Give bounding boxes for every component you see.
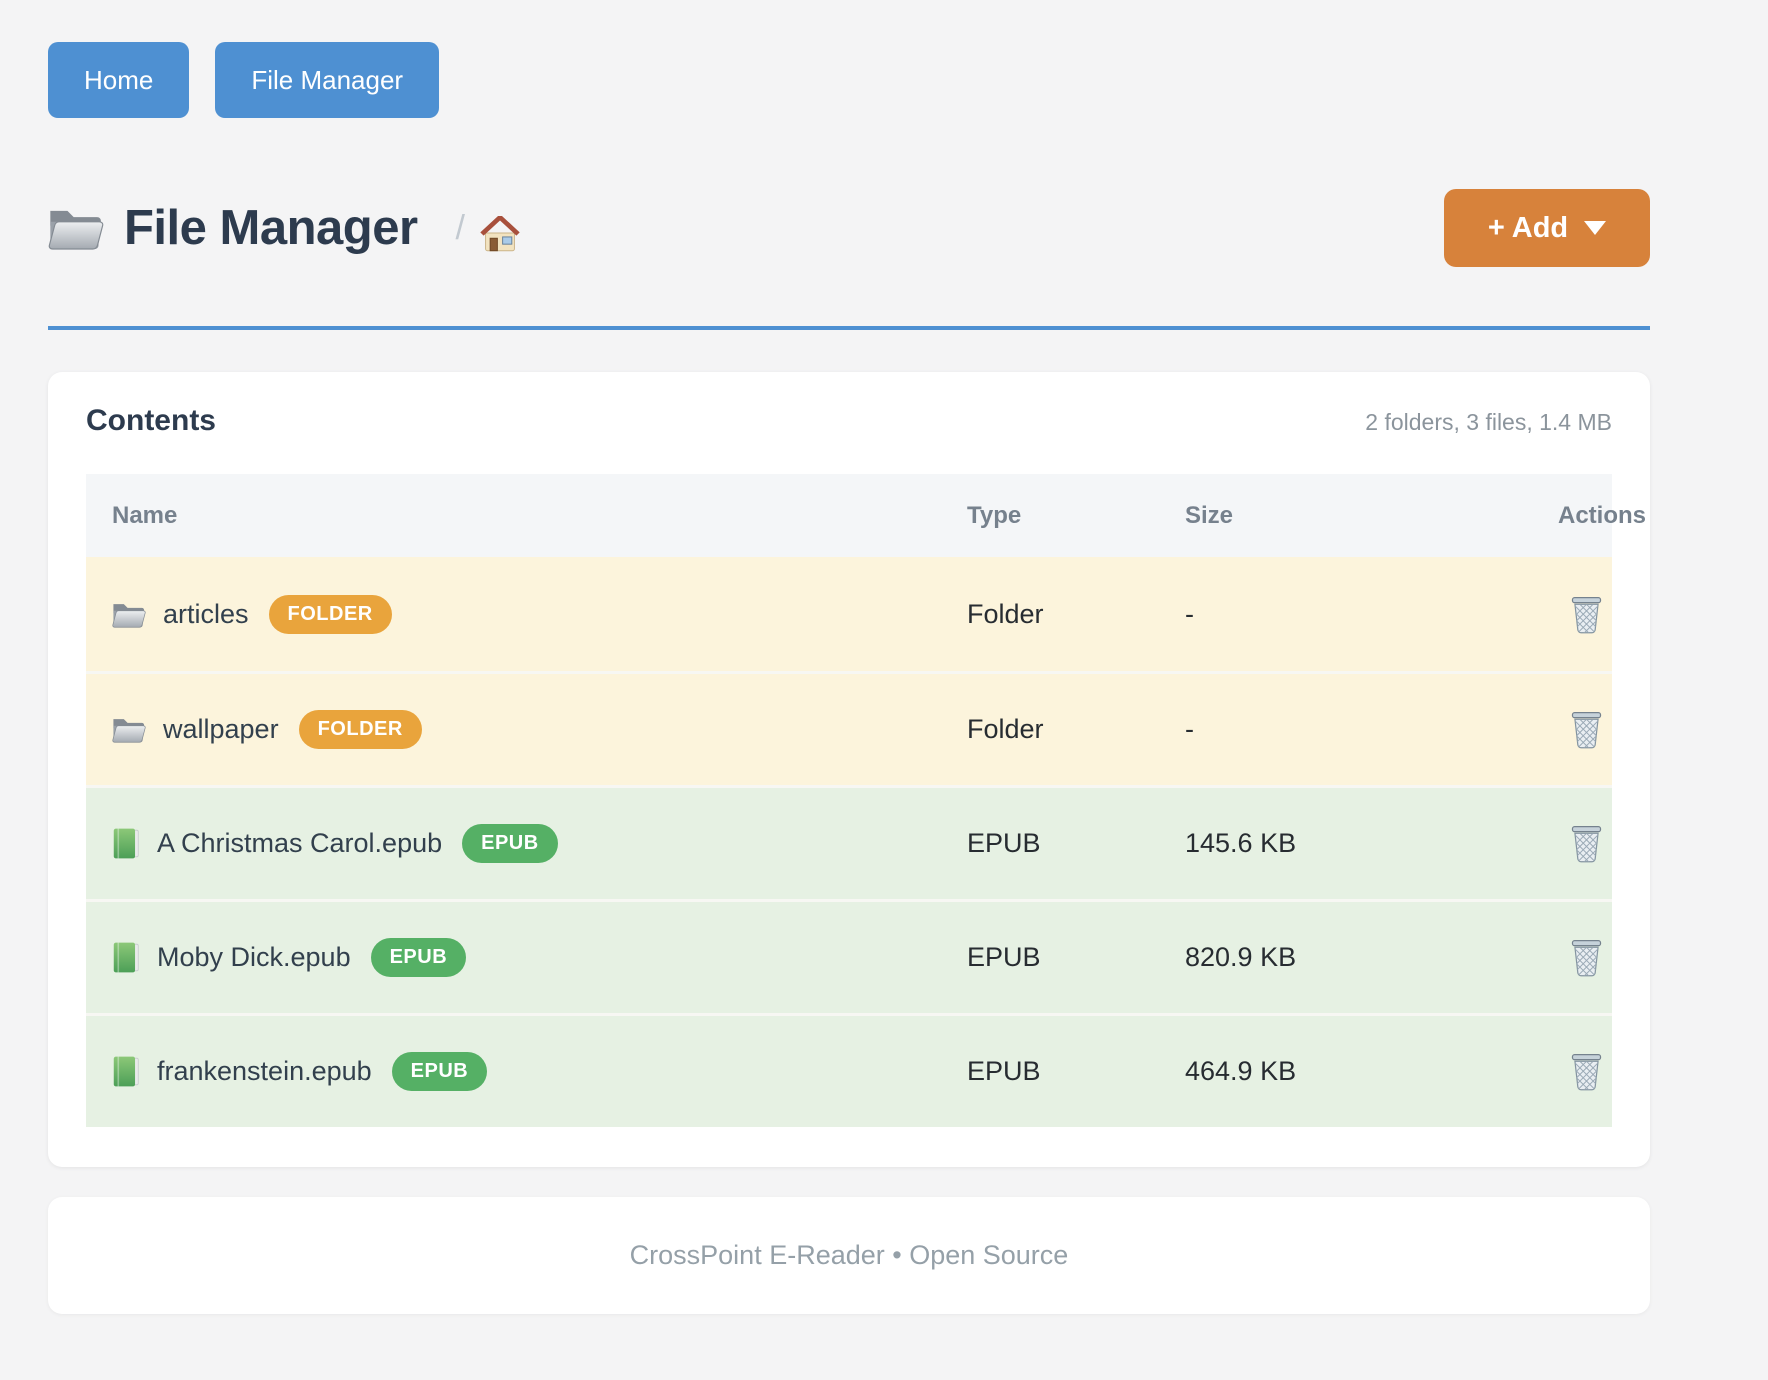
size-cell: 820.9 KB — [1185, 942, 1297, 972]
name-cell: articles FOLDER — [86, 594, 967, 634]
delete-button[interactable] — [1570, 596, 1603, 634]
folder-badge: FOLDER — [268, 594, 392, 634]
file-table: Name Type Size Actions articles FOLDER F… — [86, 474, 1647, 1127]
size-cell: 145.6 KB — [1185, 828, 1297, 858]
open-folder-icon — [112, 715, 146, 744]
green-book-icon — [112, 941, 140, 974]
name-cell: A Christmas Carol.epub EPUB — [86, 824, 967, 863]
epub-badge: EPUB — [391, 1052, 488, 1091]
delete-button[interactable] — [1570, 1053, 1603, 1091]
table-row[interactable]: Moby Dick.epub EPUB EPUB 820.9 KB — [86, 899, 1612, 1013]
column-header-type: Type — [967, 501, 1022, 529]
delete-button[interactable] — [1570, 711, 1603, 749]
column-header-actions: Actions — [1558, 501, 1647, 529]
wastebasket-icon — [1570, 596, 1603, 634]
footer-text: CrossPoint E-Reader • Open Source — [629, 1240, 1069, 1270]
home-button[interactable]: Home — [48, 42, 190, 118]
column-header-name: Name — [112, 501, 178, 529]
type-cell: Folder — [967, 598, 1044, 629]
name-cell: wallpaper FOLDER — [86, 710, 967, 749]
delete-button[interactable] — [1570, 825, 1603, 863]
epub-badge: EPUB — [462, 824, 558, 863]
column-header-size: Size — [1185, 501, 1234, 529]
wastebasket-icon — [1570, 825, 1603, 863]
wastebasket-icon — [1570, 1053, 1603, 1091]
contents-card: Contents 2 folders, 3 files, 1.4 MB Name… — [48, 372, 1650, 1167]
house-icon[interactable] — [479, 213, 521, 253]
wastebasket-icon — [1570, 711, 1603, 749]
item-name-link[interactable]: Moby Dick.epub — [157, 942, 351, 972]
add-button-label: + Add — [1487, 211, 1569, 244]
contents-card-header: Contents 2 folders, 3 files, 1.4 MB — [86, 404, 1612, 438]
chevron-down-icon — [1584, 221, 1607, 235]
table-row[interactable]: frankenstein.epub EPUB EPUB 464.9 KB — [86, 1013, 1612, 1127]
top-nav: Home File Manager — [48, 0, 1650, 118]
item-name-link[interactable]: wallpaper — [163, 714, 279, 744]
type-cell: EPUB — [967, 942, 1041, 972]
type-cell: EPUB — [967, 1056, 1041, 1086]
breadcrumb: / — [455, 208, 465, 247]
green-book-icon — [112, 827, 140, 860]
type-cell: Folder — [967, 714, 1044, 744]
size-cell: - — [1185, 598, 1194, 629]
contents-summary: 2 folders, 3 files, 1.4 MB — [1365, 409, 1612, 435]
page: Home File Manager File Manager / + Add C… — [48, 0, 1650, 1314]
item-name-link[interactable]: frankenstein.epub — [157, 1056, 372, 1086]
table-row[interactable]: A Christmas Carol.epub EPUB EPUB 145.6 K… — [86, 785, 1612, 899]
file-manager-button[interactable]: File Manager — [215, 42, 440, 118]
folder-badge: FOLDER — [298, 710, 422, 749]
size-cell: - — [1185, 714, 1194, 744]
page-title: File Manager — [124, 201, 418, 255]
title-divider — [48, 326, 1650, 330]
add-button[interactable]: + Add — [1444, 189, 1650, 267]
green-book-icon — [112, 1055, 140, 1088]
type-cell: EPUB — [967, 828, 1041, 858]
item-name-link[interactable]: articles — [163, 598, 249, 629]
page-header: File Manager / + Add — [48, 189, 1650, 267]
epub-badge: EPUB — [370, 938, 467, 977]
item-name-link[interactable]: A Christmas Carol.epub — [157, 828, 443, 858]
title-group: File Manager / — [48, 200, 1444, 256]
table-row[interactable]: wallpaper FOLDER Folder - — [86, 671, 1612, 785]
table-row[interactable]: articles FOLDER Folder - — [86, 557, 1612, 671]
footer: CrossPoint E-Reader • Open Source — [48, 1197, 1650, 1314]
name-cell: frankenstein.epub EPUB — [86, 1052, 967, 1091]
open-folder-icon — [112, 600, 146, 629]
open-folder-icon — [48, 204, 104, 252]
size-cell: 464.9 KB — [1185, 1056, 1297, 1086]
wastebasket-icon — [1570, 939, 1603, 977]
contents-heading: Contents — [86, 404, 216, 437]
name-cell: Moby Dick.epub EPUB — [86, 938, 967, 977]
delete-button[interactable] — [1570, 939, 1603, 977]
table-header-row: Name Type Size Actions — [86, 474, 1647, 557]
